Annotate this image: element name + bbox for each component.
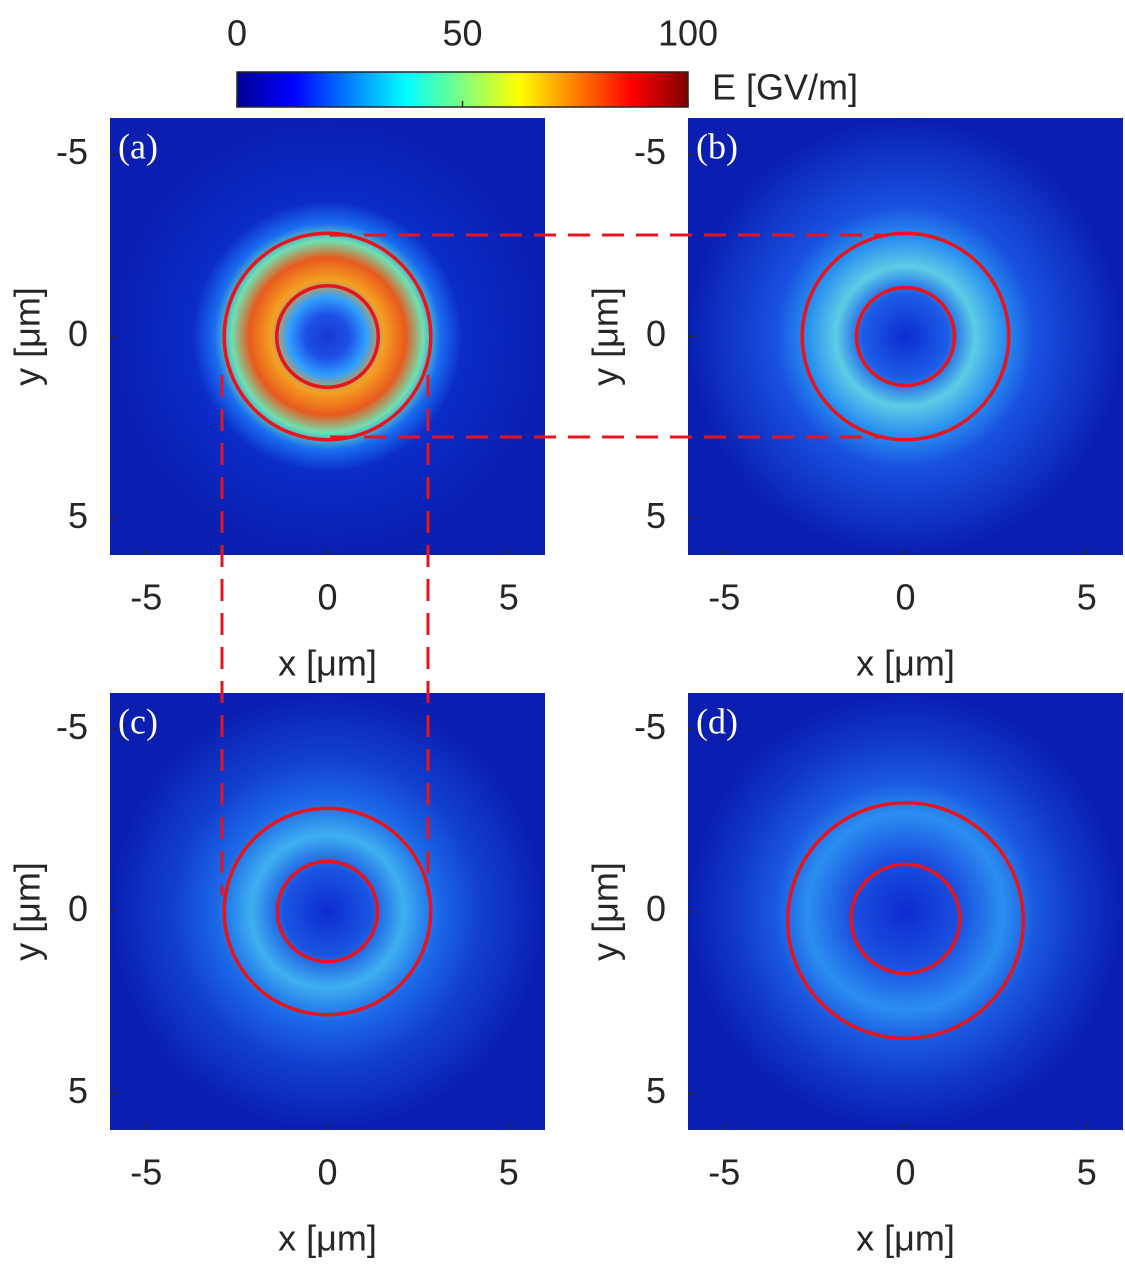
x-tick-label: 0 <box>895 1152 915 1193</box>
colorbar-tick-label: 0 <box>227 13 247 54</box>
x-tick-label: 5 <box>499 1152 519 1193</box>
field-map <box>110 118 545 555</box>
y-tick-label: 0 <box>646 313 666 354</box>
region-circle <box>854 285 957 388</box>
x-tick-label: -5 <box>708 1152 740 1193</box>
y-tick-label: -5 <box>56 131 88 172</box>
colorbar-tick-label: 50 <box>442 13 482 54</box>
y-tick-label: 0 <box>68 888 88 929</box>
x-tick-label: 5 <box>1077 577 1097 618</box>
x-axis-label: x [μm] <box>856 1218 955 1259</box>
y-tick-label: -5 <box>634 131 666 172</box>
y-tick-label: 0 <box>68 313 88 354</box>
x-axis-label: x [μm] <box>278 643 377 684</box>
y-tick-label: 5 <box>68 495 88 536</box>
region-circle <box>222 231 433 442</box>
x-tick-label: -5 <box>708 577 740 618</box>
x-axis-label: x [μm] <box>856 643 955 684</box>
connector-lines <box>220 233 882 895</box>
x-tick-label: -5 <box>130 577 162 618</box>
x-tick-label: 0 <box>895 577 915 618</box>
y-tick-label: -5 <box>56 706 88 747</box>
panel-label: (b) <box>696 126 738 166</box>
field-map <box>110 693 545 1130</box>
region-circle <box>275 859 380 964</box>
panel-label: (a) <box>118 126 158 166</box>
region-circle <box>849 862 962 975</box>
region-circle <box>275 284 380 389</box>
region-circle <box>785 801 1026 1041</box>
y-axis-label: y [μm] <box>585 287 626 386</box>
y-tick-label: 5 <box>646 495 666 536</box>
y-axis-label: y [μm] <box>7 287 48 386</box>
x-tick-label: 5 <box>499 577 519 618</box>
field-map <box>688 693 1123 1130</box>
colorbar-tick-label: 100 <box>658 13 718 54</box>
x-tick-label: 0 <box>317 1152 337 1193</box>
y-tick-label: -5 <box>634 706 666 747</box>
y-tick-label: 5 <box>68 1070 88 1111</box>
x-axis-label: x [μm] <box>278 1218 377 1259</box>
y-tick-label: 0 <box>646 888 666 929</box>
panel-label: (c) <box>118 701 158 741</box>
region-circle <box>800 231 1011 442</box>
y-axis-label: y [μm] <box>7 862 48 961</box>
field-map <box>688 118 1123 555</box>
panel-label: (d) <box>696 701 738 741</box>
x-tick-label: 0 <box>317 577 337 618</box>
x-tick-label: 5 <box>1077 1152 1097 1193</box>
colorbar-label: E [GV/m] <box>712 67 858 108</box>
y-axis-label: y [μm] <box>585 862 626 961</box>
x-tick-label: -5 <box>130 1152 162 1193</box>
region-circle <box>222 806 433 1017</box>
y-tick-label: 5 <box>646 1070 666 1111</box>
